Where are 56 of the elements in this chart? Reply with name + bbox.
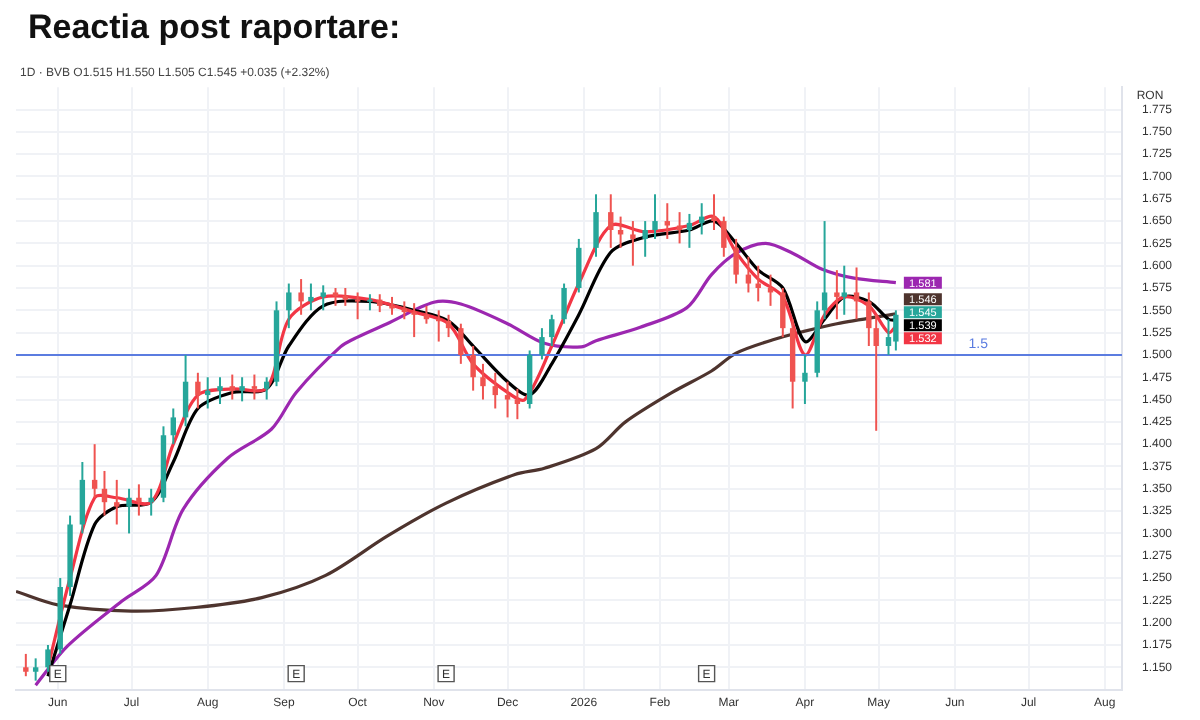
candlestick — [45, 643, 51, 673]
candlestick — [195, 371, 201, 410]
candlestick — [539, 327, 545, 361]
candlestick — [320, 284, 326, 312]
candlestick — [780, 287, 786, 339]
candlestick — [32, 657, 39, 682]
candlestick — [298, 278, 304, 316]
candlestick — [652, 193, 658, 240]
candlestick — [411, 302, 417, 339]
candlestick — [126, 487, 132, 535]
candlestick — [593, 193, 599, 258]
candlestick — [841, 264, 847, 316]
candlestick — [834, 269, 840, 321]
candlestick — [354, 291, 361, 321]
candlestick — [458, 322, 464, 365]
candlestick — [136, 483, 142, 517]
candlestick — [79, 461, 86, 535]
candlestick — [114, 478, 120, 526]
candlestick — [549, 313, 555, 348]
candlestick — [182, 353, 189, 428]
candlestick — [576, 237, 582, 294]
candlestick — [853, 266, 860, 321]
candlestick — [821, 220, 828, 321]
candlestick — [101, 469, 108, 517]
candlestick — [23, 652, 29, 678]
candlestick — [686, 212, 693, 249]
candlestick — [239, 376, 245, 403]
candlestick — [308, 282, 314, 312]
candlestick — [733, 237, 739, 285]
candlestick — [893, 309, 899, 352]
candlestick — [445, 313, 452, 339]
candlestick — [492, 371, 498, 410]
candlestick — [91, 443, 98, 499]
candlestick — [885, 318, 892, 356]
candlestick — [561, 282, 567, 325]
candlestick — [251, 373, 258, 401]
candlestick — [148, 487, 154, 517]
candlestick — [217, 376, 223, 406]
candlestick — [286, 282, 292, 330]
candlestick — [608, 193, 614, 249]
line-series — [16, 312, 898, 613]
candlestick — [711, 193, 717, 231]
candlestick — [802, 353, 808, 406]
candlestick — [630, 220, 636, 267]
chart-title: Reactia post raportare: — [28, 8, 401, 48]
candlestick — [170, 407, 176, 446]
candlestick — [229, 373, 235, 401]
candlestick — [263, 376, 270, 401]
candlestick — [721, 215, 727, 258]
candlestick — [436, 309, 442, 343]
candlestick — [504, 380, 511, 419]
candlestick — [470, 345, 476, 392]
candlestick — [745, 255, 752, 294]
candlestick — [480, 362, 486, 401]
candlestick — [642, 220, 648, 258]
candlestick — [664, 202, 670, 240]
